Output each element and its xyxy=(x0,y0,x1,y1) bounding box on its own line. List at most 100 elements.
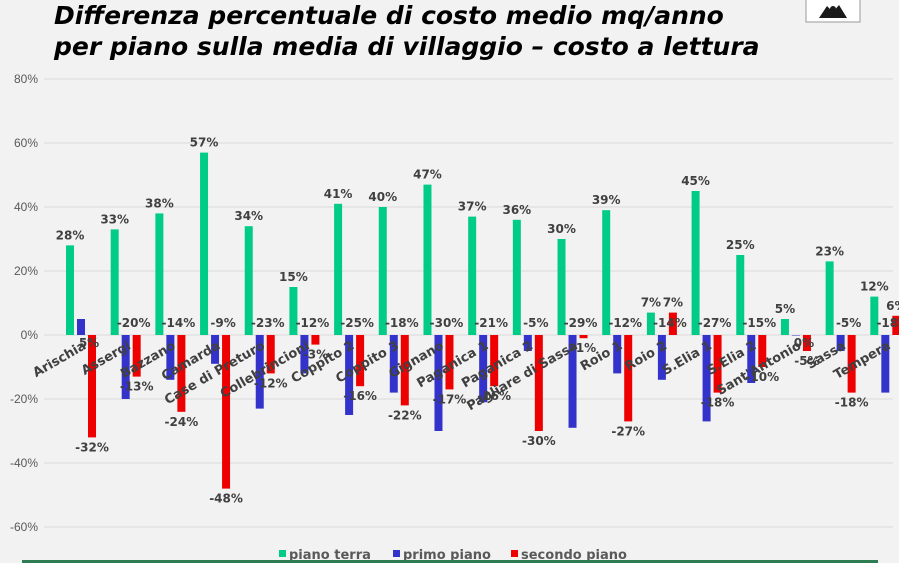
bar xyxy=(255,335,264,409)
data-label: -18% xyxy=(835,396,869,410)
y-tick-label: 40% xyxy=(14,200,38,214)
data-label: -25% xyxy=(340,316,374,330)
bar xyxy=(512,219,521,335)
data-label: -32% xyxy=(75,440,109,454)
bar xyxy=(892,315,899,335)
bar xyxy=(334,203,343,335)
bar xyxy=(613,335,622,374)
data-label: 6% xyxy=(886,299,899,313)
bar xyxy=(66,245,74,335)
data-label: -20% xyxy=(117,316,151,330)
data-label: 12% xyxy=(860,280,889,294)
bar xyxy=(88,335,96,438)
data-label: -5% xyxy=(794,354,819,368)
bar xyxy=(378,207,387,335)
y-tick-label: 20% xyxy=(14,264,38,278)
bar xyxy=(702,335,711,422)
data-label: -18% xyxy=(701,396,735,410)
bar xyxy=(836,335,845,351)
bar xyxy=(132,335,141,377)
bar xyxy=(624,335,633,422)
y-tick-label: 0% xyxy=(21,328,39,342)
data-label: 28% xyxy=(56,228,85,242)
bar xyxy=(434,335,443,431)
data-label: 5% xyxy=(79,336,99,350)
bar xyxy=(110,229,119,335)
bar xyxy=(177,335,186,412)
bar xyxy=(200,152,209,335)
bar xyxy=(345,335,354,415)
data-label: 7% xyxy=(663,296,683,310)
data-label: -12% xyxy=(254,376,288,390)
data-label: 5% xyxy=(775,302,795,316)
data-label: -29% xyxy=(564,316,598,330)
y-tick-label: 60% xyxy=(14,136,38,150)
data-label: -5% xyxy=(836,316,861,330)
data-label: -13% xyxy=(120,380,154,394)
data-label: -1% xyxy=(571,341,596,355)
bar xyxy=(300,335,309,374)
bar xyxy=(468,216,477,335)
bar xyxy=(356,335,365,387)
bottom-divider xyxy=(22,560,878,563)
legend-swatch xyxy=(279,550,286,557)
bar xyxy=(222,335,231,489)
bar xyxy=(211,335,220,364)
legend-swatch xyxy=(393,550,400,557)
data-label: -5% xyxy=(523,316,548,330)
bar xyxy=(791,335,800,336)
bar xyxy=(121,335,130,399)
bar xyxy=(523,335,532,351)
data-label: -16% xyxy=(477,389,511,403)
legend-label: primo piano xyxy=(403,548,491,563)
data-label: -14% xyxy=(653,316,687,330)
bar xyxy=(490,335,499,387)
data-label: -27% xyxy=(611,424,645,438)
legend-label: secondo piano xyxy=(521,548,627,563)
data-label: 37% xyxy=(458,200,487,214)
legend-swatch xyxy=(511,550,518,557)
data-label: -27% xyxy=(698,316,732,330)
data-label: -12% xyxy=(296,316,330,330)
data-label: 7% xyxy=(641,296,661,310)
data-label: -9% xyxy=(210,316,235,330)
data-label: 38% xyxy=(145,196,174,210)
bar xyxy=(758,335,767,367)
bar xyxy=(747,335,756,383)
data-label: -22% xyxy=(388,408,422,422)
data-label: 57% xyxy=(190,136,219,150)
data-label: -30% xyxy=(522,434,556,448)
data-label: -48% xyxy=(209,492,243,506)
data-label: -17% xyxy=(433,392,467,406)
bar xyxy=(400,335,409,406)
data-label: 0% xyxy=(794,336,814,350)
data-label: -10% xyxy=(745,370,779,384)
y-tick-label: 80% xyxy=(14,72,38,86)
data-label: -24% xyxy=(165,415,199,429)
y-tick-label: -20% xyxy=(10,392,38,406)
bar xyxy=(668,312,677,335)
data-label: 41% xyxy=(324,187,353,201)
bar xyxy=(691,191,700,335)
bar xyxy=(479,335,488,403)
data-label: -3% xyxy=(303,348,328,362)
bar xyxy=(423,184,432,335)
chart-title-line-2: per piano sulla media di villaggio – cos… xyxy=(54,32,760,61)
bar xyxy=(266,335,275,374)
chart-title-line-1: Differenza percentuale di costo medio mq… xyxy=(54,1,724,30)
data-label: 36% xyxy=(502,203,531,217)
bar xyxy=(780,319,789,335)
logo-emblem-icon xyxy=(805,0,861,23)
data-label: 39% xyxy=(592,193,621,207)
bar xyxy=(311,335,320,345)
bar xyxy=(166,335,175,380)
data-label: -12% xyxy=(608,316,642,330)
data-label: -30% xyxy=(430,316,464,330)
bar xyxy=(802,335,811,351)
bar xyxy=(445,335,454,390)
bar xyxy=(579,335,588,339)
data-label: 23% xyxy=(815,244,844,258)
bar xyxy=(568,335,577,428)
data-label: 47% xyxy=(413,168,442,182)
